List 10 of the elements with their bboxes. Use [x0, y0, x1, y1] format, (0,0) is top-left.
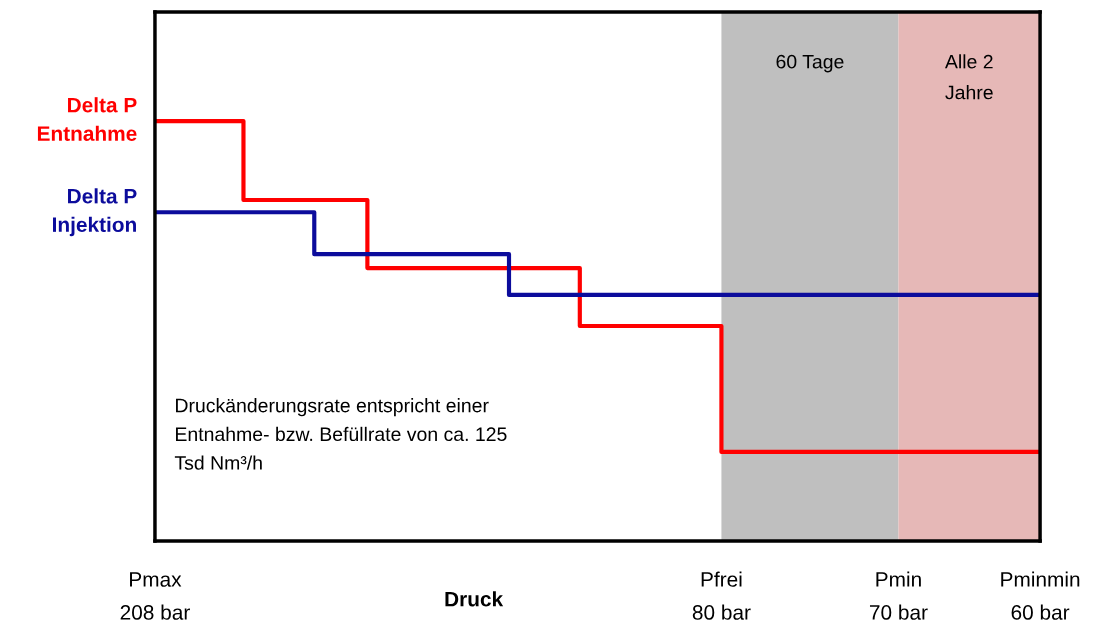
band-label: Alle 2 Jahre	[944, 54, 993, 100]
band-label: 60 Tage	[776, 54, 844, 73]
x-tick-label: Pmax 208 bar	[120, 572, 190, 620]
x-axis-title: Druck	[445, 591, 504, 607]
x-tick-label: Pmin 70 bar	[869, 571, 928, 620]
x-tick-label: Pfrei 80 bar	[692, 571, 751, 620]
x-tick-label: Pminmin 60 bar	[1001, 571, 1080, 620]
series-label: Delta P Injektion	[53, 188, 137, 237]
annotation: Druckänderungsrate entspricht einer Entnahme- bzw. Befüllrate von ca. 125 Tsd Nm³/h	[174, 398, 507, 470]
series-label: Delta P Entnahme	[37, 97, 137, 141]
